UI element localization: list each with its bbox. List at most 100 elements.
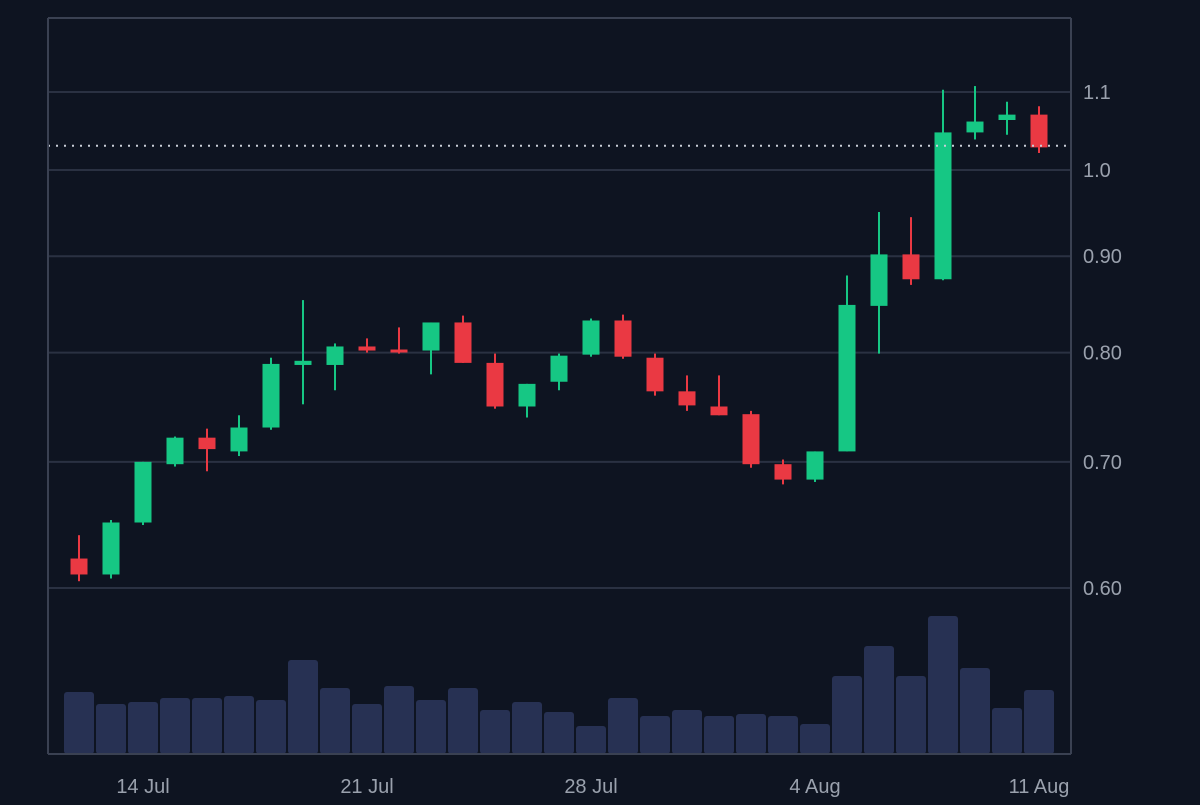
candle-up [422,322,440,375]
candle-body [870,254,888,306]
y-tick-label: 0.80 [1083,343,1122,365]
volume-bar [544,712,574,754]
candle-up [518,383,536,418]
candle-down [710,375,728,416]
candle-body [294,360,312,365]
candle-up [262,357,280,430]
candle-down [70,535,88,582]
candle-body [902,254,920,280]
candle-up [550,353,568,391]
y-tick-label: 0.60 [1083,578,1122,600]
candle-down [454,315,472,363]
volume-bars [64,616,1054,754]
y-tick-label: 1.1 [1083,82,1111,104]
volume-bar [416,700,446,754]
candle-down [198,428,216,472]
volume-bar [640,716,670,754]
candle-down [678,375,696,411]
volume-bar [64,692,94,754]
x-tick-label: 28 Jul [564,776,617,798]
candle-body [774,464,792,480]
volume-bar [512,702,542,754]
candle-up [582,318,600,357]
x-tick-label: 11 Aug [1009,776,1070,798]
candle-up [134,461,152,526]
volume-bar [960,668,990,754]
x-tick-label: 21 Jul [340,776,393,798]
candle-body [710,406,728,416]
volume-bar [224,696,254,754]
candle-body [134,461,152,523]
candle-up [166,436,184,467]
candle-down [742,410,760,468]
volume-bar [800,724,830,754]
candle-body [230,427,248,452]
x-tick-label: 14 Jul [116,776,169,798]
y-tick-label: 0.70 [1083,452,1122,474]
volume-bar [672,710,702,754]
x-tick-label: 4 Aug [789,776,840,798]
candle-down [1030,106,1048,153]
candle-body [646,357,664,392]
candles [70,86,1048,582]
volume-bar [576,726,606,754]
candle-down [486,353,504,409]
volume-bar [992,708,1022,754]
candle-up [998,101,1016,135]
candle-body [390,349,408,353]
volume-bar [160,698,190,754]
candle-body [422,322,440,351]
candle-down [614,314,632,359]
candle-body [102,522,120,575]
volume-bar [768,716,798,754]
candle-body [326,346,344,365]
volume-bar [480,710,510,754]
volume-bar [192,698,222,754]
candle-down [902,217,920,285]
candle-up [934,89,952,281]
candle-up [230,415,248,457]
candle-body [262,363,280,428]
candle-body [454,322,472,363]
volume-bar [448,688,478,754]
volume-bar [256,700,286,754]
candle-body [582,320,600,355]
volume-bar [320,688,350,754]
candle-up [294,300,312,405]
candle-down [390,327,408,354]
candle-up [326,343,344,391]
y-tick-label: 0.90 [1083,246,1122,268]
y-tick-label: 1.0 [1083,160,1111,182]
volume-bar [896,676,926,754]
candle-body [70,558,88,575]
candle-body [998,114,1016,120]
volume-bar [288,660,318,754]
candle-body [966,121,984,133]
candle-up [838,275,856,452]
candle-body [742,414,760,465]
candle-body [806,451,824,480]
candle-body [486,362,504,407]
volume-bar [384,686,414,754]
candle-body [198,437,216,450]
volume-bar [736,714,766,754]
candle-body [934,132,952,280]
volume-bar [1024,690,1054,754]
volume-bar [928,616,958,754]
candle-body [614,320,632,357]
volume-bar [128,702,158,754]
volume-bar [352,704,382,754]
candle-body [550,355,568,382]
candle-up [966,86,984,140]
candle-up [870,211,888,354]
volume-bar [96,704,126,754]
candle-down [774,459,792,485]
candle-up [806,451,824,482]
candle-body [518,383,536,407]
candle-body [838,304,856,452]
volume-bar [832,676,862,754]
grid [48,91,1071,589]
